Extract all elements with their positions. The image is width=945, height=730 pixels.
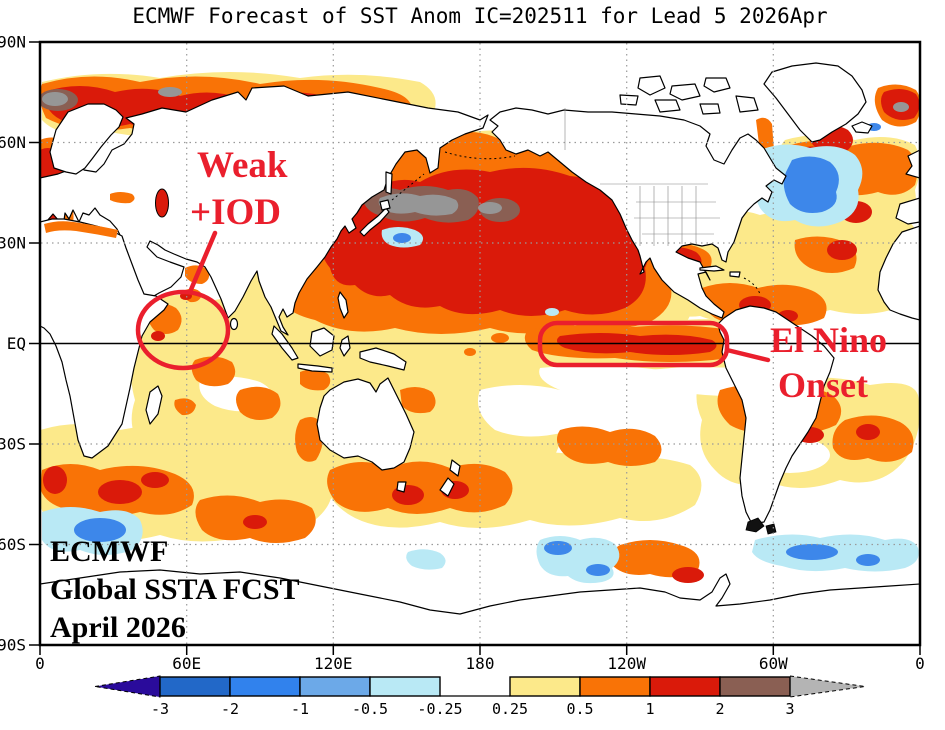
iod-circle-annotation xyxy=(135,289,231,371)
new-guinea xyxy=(359,347,407,371)
greenland xyxy=(763,62,867,143)
x-axis-label: 60W xyxy=(759,654,788,673)
elnino-label-line2: Onset xyxy=(778,365,868,405)
y-axis-label: 60N xyxy=(0,133,26,152)
anomaly-gray xyxy=(42,87,909,216)
scandinavia xyxy=(49,103,124,175)
antilles xyxy=(743,277,761,295)
axis-ticks xyxy=(29,41,921,655)
colorbar-box xyxy=(229,676,301,697)
hokkaido xyxy=(379,199,391,211)
colorbar-tick-label: 0.5 xyxy=(566,700,593,718)
axis-labels: 90N 60N 30N EQ 30S 60S 90S 0 60E 120E 180 120W 60W 0 xyxy=(0,33,925,674)
sakhalin xyxy=(385,171,393,195)
sri-lanka xyxy=(229,317,239,331)
annotation-layer: Weak +IOD El Nino Onset ECMWF Global SST… xyxy=(50,145,887,644)
colorbar-tick-label: 1 xyxy=(645,700,654,718)
colorbar-box xyxy=(719,676,791,697)
hispaniola xyxy=(729,271,741,278)
mediterranean-sea xyxy=(44,221,118,238)
colorbar-tick-label: -0.5 xyxy=(352,700,388,718)
x-axis-label: 0 xyxy=(915,654,925,673)
japan xyxy=(359,207,390,237)
elnino-leader-line xyxy=(724,347,771,363)
colorbar-box xyxy=(369,676,441,697)
iceland xyxy=(851,121,873,134)
colorbar-left-arrow xyxy=(94,675,161,698)
footer-line2: Global SSTA FCST xyxy=(50,573,300,606)
madagascar xyxy=(145,385,163,425)
colorbar: -3 -2 -1 -0.5 -0.25 0.25 0.5 1 2 3 xyxy=(94,675,866,718)
java xyxy=(297,363,333,373)
elnino-label-line1: El Nino xyxy=(770,320,887,360)
y-axis-label: 90N xyxy=(0,33,26,52)
colorbar-right-arrow xyxy=(789,675,866,698)
new-zealand-north xyxy=(449,459,461,477)
x-axis-label: 120W xyxy=(607,654,646,673)
black-sea xyxy=(110,192,135,204)
anomaly-blue xyxy=(74,123,881,576)
colorbar-box xyxy=(649,676,721,697)
north-america xyxy=(489,107,787,319)
caspian-sea xyxy=(155,188,169,218)
africa xyxy=(41,218,169,459)
colorbar-tick-label: -1 xyxy=(291,700,309,718)
colorbar-box xyxy=(159,676,231,697)
elnino-box-annotation xyxy=(537,320,730,368)
colorbar-tick-label: -0.25 xyxy=(417,700,462,718)
colorbar-box xyxy=(579,676,651,697)
x-axis-label: 120E xyxy=(314,654,353,673)
y-axis-label: 60S xyxy=(0,535,26,554)
canadian-arctic-islands xyxy=(619,75,759,115)
x-axis-label: 0 xyxy=(35,654,45,673)
iberia xyxy=(895,197,919,225)
land-layer xyxy=(41,62,919,644)
y-axis-label: EQ xyxy=(7,334,26,353)
y-axis-label: 90S xyxy=(0,636,26,655)
gridlines xyxy=(41,43,919,644)
chart-title: ECMWF Forecast of SST Anom IC=202511 for… xyxy=(132,4,828,28)
philippines xyxy=(337,291,349,319)
y-axis-label: 30S xyxy=(0,435,26,454)
cuba xyxy=(699,265,725,272)
iod-label-line2: +IOD xyxy=(190,192,281,233)
borneo xyxy=(309,327,335,357)
colorbar-box xyxy=(509,676,581,697)
colorbar-tick-label: 3 xyxy=(785,700,794,718)
colorbar-tick-label: 0.25 xyxy=(492,700,528,718)
new-zealand-south xyxy=(439,477,455,497)
tasmania xyxy=(396,481,407,493)
footer-line1: ECMWF xyxy=(50,535,168,568)
colorbar-tick-label: -3 xyxy=(151,700,169,718)
colorbar-box xyxy=(299,676,371,697)
y-axis-label: 30N xyxy=(0,234,26,253)
colorbar-tick-label: -2 xyxy=(221,700,239,718)
colorbar-tick-label: 2 xyxy=(715,700,724,718)
south-america xyxy=(717,305,835,525)
iod-leader-line xyxy=(187,230,218,295)
west-africa xyxy=(877,225,919,321)
antarctica xyxy=(41,569,919,644)
x-axis-label: 180 xyxy=(466,654,495,673)
iod-label-line1: Weak xyxy=(197,145,288,186)
tierra-del-fuego xyxy=(745,517,777,535)
kuril-islands xyxy=(391,173,425,201)
uk xyxy=(905,149,919,179)
footer-line3: April 2026 xyxy=(50,611,186,644)
aleutian-islands xyxy=(444,151,516,160)
x-axis-label: 60E xyxy=(172,654,201,673)
sulawesi xyxy=(339,335,351,357)
australia xyxy=(316,377,415,471)
